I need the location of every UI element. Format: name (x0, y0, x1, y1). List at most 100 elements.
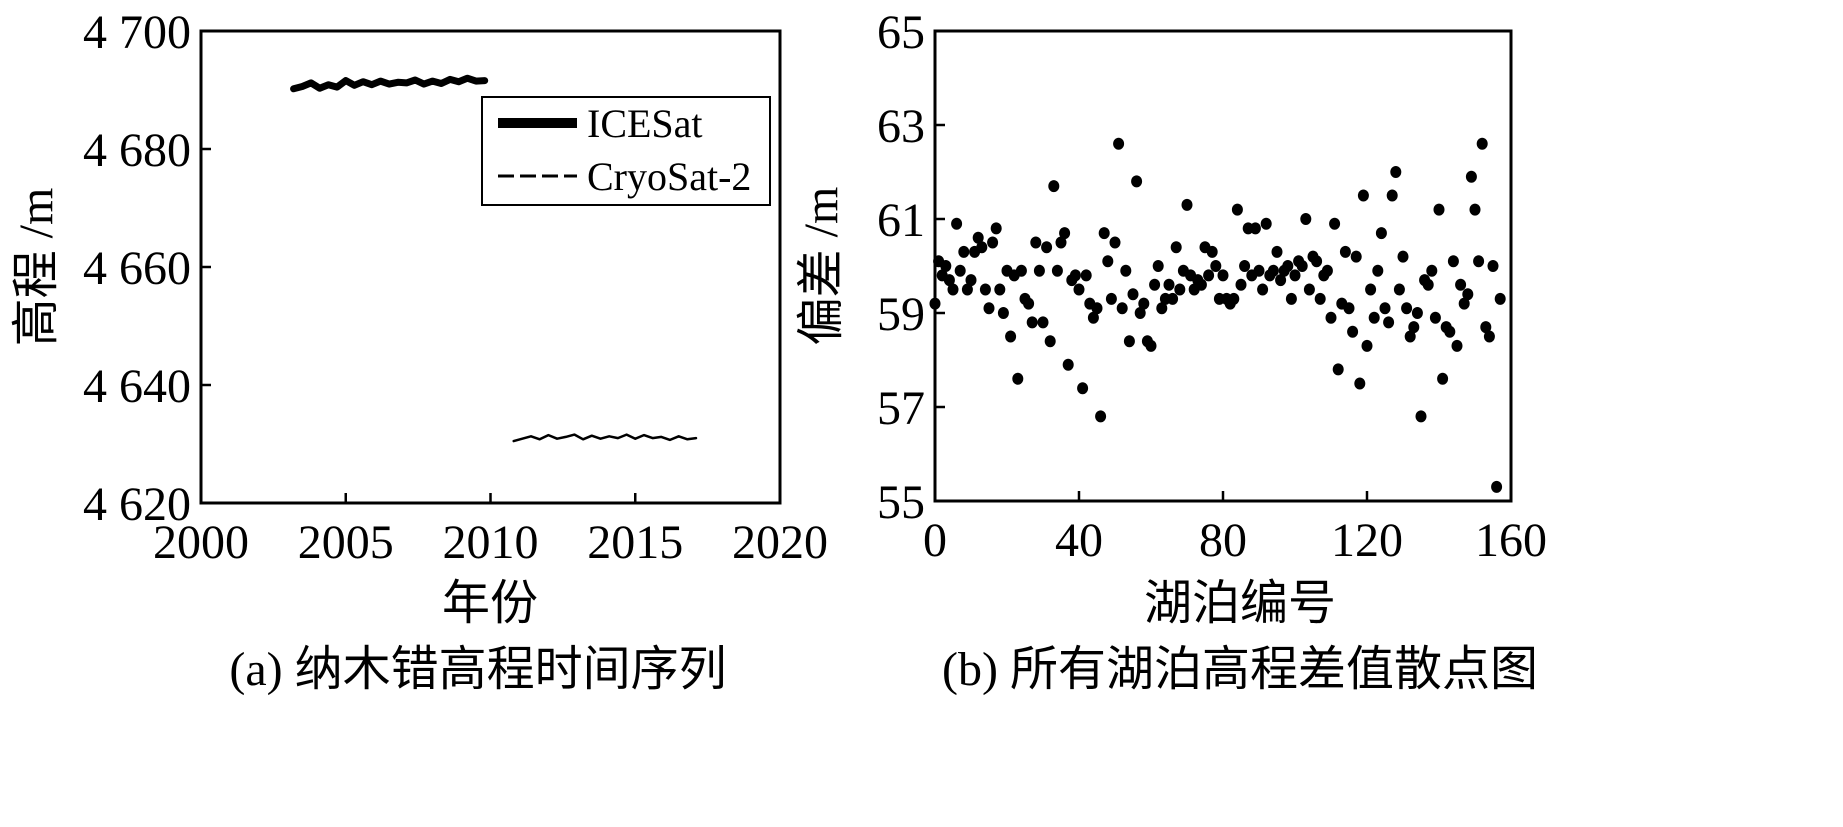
scatter-point (1494, 292, 1506, 305)
scatter-point (1156, 302, 1168, 315)
scatter-point (1170, 241, 1182, 254)
panel-b-y-tick-label: 59 (877, 288, 925, 341)
scatter-point (1433, 203, 1445, 216)
scatter-point (1098, 227, 1110, 240)
scatter-point (1206, 245, 1218, 258)
scatter-point (1300, 213, 1312, 225)
scatter-point (976, 241, 988, 254)
scatter-point (987, 236, 999, 249)
panel-a-caption: (a) 纳木错高程时间序列 (229, 643, 726, 696)
panel-a-x-tick-label: 2010 (443, 516, 539, 569)
panel-a-elevation-timeseries: 2000 2005 2010 2015 2020 4 620 4 640 4 660 4 680… (10, 6, 828, 696)
scatter-point (1386, 189, 1398, 202)
scatter-point (1469, 203, 1481, 216)
panel-b-x-tick-label: 40 (1055, 514, 1103, 567)
scatter-point (940, 260, 952, 272)
scatter-point (1422, 278, 1434, 291)
panel-b-x-axis-title: 湖泊编号 (1144, 577, 1336, 630)
scatter-point (1458, 297, 1470, 310)
scatter-point (1087, 311, 1099, 324)
scatter-point (1235, 278, 1247, 291)
scatter-point (1314, 292, 1326, 305)
panel-b-lake-difference-scatter: 0 40 80 120 160 55 57 59 61 63 65 湖泊编号 偏差 /m (b) 所… (795, 6, 1547, 696)
scatter-point (1015, 264, 1027, 277)
scatter-point (1228, 292, 1240, 305)
scatter-point (1372, 264, 1384, 277)
panel-a-y-tick-label: 4 660 (83, 242, 191, 295)
scatter-point (1267, 264, 1279, 277)
scatter-point (965, 274, 977, 287)
scatter-point (1163, 278, 1175, 291)
panel-a-legend: ICESat CryoSat-2 (481, 96, 771, 206)
scatter-point (1210, 260, 1222, 272)
scatter-point (1077, 382, 1089, 395)
legend-box (481, 96, 771, 206)
scatter-point (951, 217, 963, 230)
scatter-point (983, 302, 995, 315)
scatter-point (972, 231, 984, 244)
scatter-point (1105, 292, 1117, 305)
scatter-point (1271, 245, 1283, 258)
scatter-point (1026, 316, 1038, 329)
scatter-point (1462, 288, 1474, 301)
scatter-point (1393, 283, 1405, 296)
scatter-point (1131, 175, 1143, 188)
scatter-point (1444, 325, 1456, 338)
scatter-point (929, 297, 941, 310)
scatter-point (1465, 170, 1477, 183)
scatter-point (1059, 227, 1071, 240)
scatter-point (1332, 363, 1344, 376)
scatter-point (1055, 236, 1067, 249)
scatter-point (1174, 283, 1186, 296)
panel-a-y-tick-label: 4 620 (83, 478, 191, 531)
scatter-point (954, 264, 966, 277)
scatter-point (1365, 283, 1377, 296)
scatter-point (1030, 236, 1042, 249)
panel-b-y-tick-label: 63 (877, 100, 925, 153)
scatter-point (947, 283, 959, 296)
panel-a-x-tick-label: 2020 (732, 516, 828, 569)
panel-b-points-group (929, 137, 1506, 493)
scatter-point (1357, 189, 1369, 202)
panel-b-x-tick-label: 80 (1199, 514, 1247, 567)
scatter-point (1350, 250, 1362, 263)
panel-a-y-tick-label: 4 700 (83, 6, 191, 59)
scatter-point (1152, 260, 1164, 272)
panel-a-x-axis-title: 年份 (442, 577, 538, 630)
scatter-point (1275, 274, 1287, 287)
scatter-point (1343, 302, 1355, 315)
scatter-point (1249, 222, 1261, 235)
scatter-point (1368, 311, 1380, 324)
panel-b-y-tick-label: 55 (877, 476, 925, 529)
scatter-point (1127, 288, 1139, 301)
panel-b-tick-labels: 0 40 80 120 160 55 57 59 61 63 65 (877, 6, 1547, 567)
scatter-point (1397, 250, 1409, 263)
scatter-point (1102, 255, 1114, 268)
panel-b-x-tick-label: 120 (1331, 514, 1403, 567)
scatter-point (1051, 264, 1063, 277)
scatter-point (1037, 316, 1049, 329)
scatter-point (1311, 255, 1323, 268)
scatter-point (1145, 339, 1157, 352)
scatter-point (1437, 372, 1449, 385)
scatter-point (1044, 335, 1056, 348)
panel-a-series-group (290, 74, 698, 443)
scatter-point (1203, 269, 1215, 282)
scatter-point (1012, 372, 1024, 385)
scatter-point (1285, 292, 1297, 305)
scatter-point (1401, 302, 1413, 315)
panel-a-tick-labels: 2000 2005 2010 2015 2020 4 620 4 640 4 660 4 680… (83, 6, 828, 569)
scatter-point (1339, 245, 1351, 258)
scatter-point (994, 283, 1006, 296)
scatter-point (1149, 278, 1161, 291)
legend-cryosat-label: CryoSat-2 (587, 154, 751, 199)
scatter-point (1116, 302, 1128, 315)
panel-b-ticks (933, 29, 1513, 503)
scatter-point (1390, 166, 1402, 178)
scatter-point (1491, 480, 1503, 493)
scatter-point (1282, 260, 1294, 272)
scatter-point (1023, 297, 1035, 310)
scatter-point (1080, 269, 1092, 282)
legend-icesat-label: ICESat (587, 101, 703, 146)
